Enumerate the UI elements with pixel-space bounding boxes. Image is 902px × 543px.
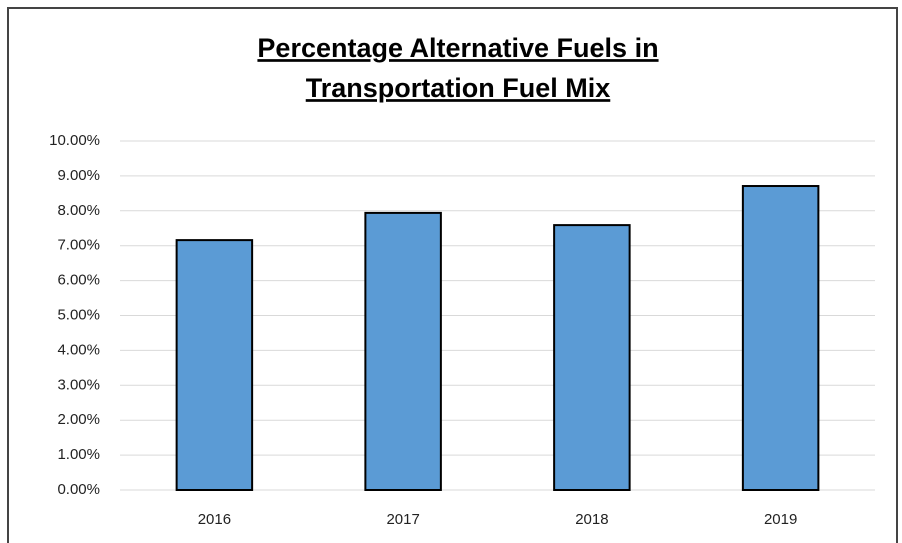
bar xyxy=(175,239,254,491)
chart-title: Transportation Fuel Mix xyxy=(306,73,611,103)
x-tick-label: 2019 xyxy=(764,511,797,528)
x-tick-label: 2018 xyxy=(575,511,608,528)
y-tick-label: 8.00% xyxy=(57,202,100,219)
bar xyxy=(553,224,631,491)
bar xyxy=(364,211,442,491)
y-tick-label: 7.00% xyxy=(57,237,100,254)
x-tick-label: 2017 xyxy=(386,511,419,528)
chart-title: Percentage Alternative Fuels in xyxy=(257,33,658,63)
y-tick-label: 9.00% xyxy=(57,167,100,184)
y-tick-label: 6.00% xyxy=(57,272,100,289)
x-tick-label: 2016 xyxy=(198,511,231,528)
y-tick-label: 1.00% xyxy=(57,446,100,463)
bar xyxy=(741,185,820,491)
y-tick-label: 3.00% xyxy=(57,376,100,393)
y-tick-label: 5.00% xyxy=(57,306,100,323)
y-tick-label: 4.00% xyxy=(57,341,100,358)
y-tick-label: 2.00% xyxy=(57,411,100,428)
y-tick-label: 10.00% xyxy=(49,132,100,149)
y-tick-label: 0.00% xyxy=(57,481,100,498)
